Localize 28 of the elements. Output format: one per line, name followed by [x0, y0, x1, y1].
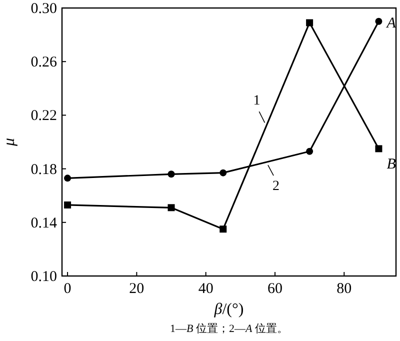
point [375, 145, 382, 152]
point [168, 204, 175, 212]
point [220, 226, 227, 233]
x-tick-label: 20 [129, 281, 144, 297]
point [168, 170, 175, 178]
x-tick-label: 0 [64, 281, 72, 297]
y-tick-label: 0.26 [30, 54, 58, 71]
point [306, 148, 314, 155]
point [375, 18, 382, 25]
y-tick-label: 0.22 [30, 108, 57, 124]
y-tick-label: 0.10 [30, 269, 57, 285]
point [220, 169, 227, 176]
annotation: A [386, 15, 397, 32]
series-label: 1 [253, 94, 260, 109]
y-axis-title: μ [1, 138, 18, 148]
x-tick-label: 40 [198, 281, 214, 297]
x-tick-label: 60 [267, 281, 282, 297]
point [306, 19, 314, 26]
legend-label: 2 [272, 179, 280, 194]
y-tick-label: 0.30 [30, 1, 57, 17]
point [64, 174, 72, 182]
x-axis-title: β/(°) [213, 301, 244, 318]
y-tick-label: 0.18 [30, 162, 57, 178]
point [64, 201, 72, 208]
y-tick-label: 0.14 [30, 215, 58, 232]
x-tick-label: 80 [336, 281, 352, 297]
annotation: B [386, 156, 396, 173]
text: 1—B 位置；2—A 位置。 [170, 323, 288, 335]
